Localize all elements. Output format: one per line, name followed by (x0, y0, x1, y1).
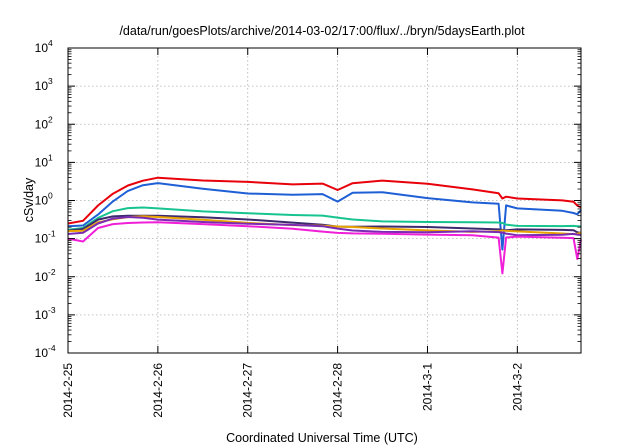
series-line-7 (67, 221, 582, 275)
x-tick-label: 2014-3-1 (420, 363, 434, 411)
y-tick-label-exponent: 1 (48, 152, 53, 162)
x-tick-label: 2014-2-27 (241, 363, 255, 418)
x-tick-labels: 2014-2-25 2014-2-26 2014-2-27 2014-2-28 2014… (61, 363, 524, 418)
y-tick-label-exponent: 4 (48, 38, 53, 48)
y-tick-label: 10 (35, 41, 49, 55)
x-tick-label: 2014-3-2 (510, 363, 524, 411)
series-line-3 (67, 206, 582, 231)
y-tick-label: 10 (35, 308, 49, 322)
y-tick-label-exponent: 0 (48, 191, 53, 201)
y-tick-label-exponent: -3 (48, 305, 56, 315)
chart-title: /data/run/goesPlots/archive/2014-03-02/1… (119, 24, 525, 38)
axis-ticks (67, 47, 581, 354)
x-tick-label: 2014-2-26 (151, 363, 165, 418)
y-tick-label: 10 (35, 232, 49, 246)
y-axis-label: cSv/day (22, 177, 36, 222)
y-tick-label: 10 (35, 117, 49, 131)
y-tick-label: 10 (35, 155, 49, 169)
y-tick-label-exponent: -2 (48, 267, 56, 277)
x-axis-label: Coordinated Universal Time (UTC) (226, 431, 418, 445)
series-line-6 (67, 216, 582, 237)
y-tick-label: 10 (35, 346, 49, 360)
y-tick-label: 10 (35, 79, 49, 93)
y-tick-label-exponent: -4 (48, 343, 56, 353)
grid-lines (68, 48, 581, 353)
y-tick-label-exponent: 2 (48, 114, 53, 124)
series-lines (67, 176, 582, 275)
y-tick-label-exponent: 3 (48, 76, 53, 86)
x-tick-label: 2014-2-25 (61, 363, 75, 418)
y-tick-label: 10 (35, 194, 49, 208)
series-line-1 (67, 176, 582, 225)
y-tick-label-exponent: -1 (48, 229, 56, 239)
series-line-2 (67, 182, 582, 251)
x-tick-label: 2014-2-28 (331, 363, 345, 418)
y-tick-label: 10 (35, 270, 49, 284)
